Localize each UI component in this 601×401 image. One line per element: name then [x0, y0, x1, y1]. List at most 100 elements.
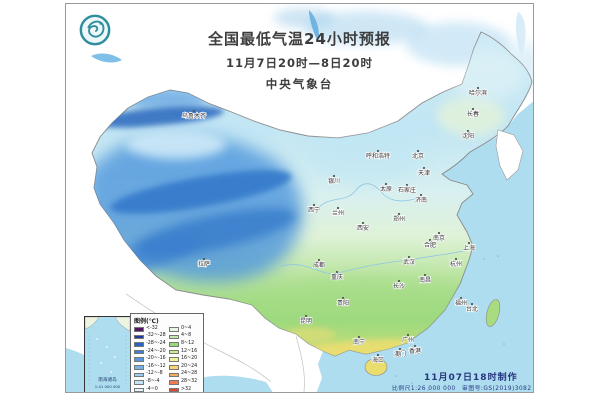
legend-swatch	[134, 342, 144, 347]
city-dot	[202, 257, 206, 261]
legend-swatch	[169, 380, 179, 385]
cma-logo-icon	[79, 14, 111, 46]
city-label: 西安	[357, 224, 369, 232]
legend-range-label: -4~0	[146, 386, 158, 392]
legend-range-label: 20~24	[181, 363, 198, 369]
legend-item: >32	[169, 386, 201, 392]
legend-range-label: 0~4	[181, 325, 192, 331]
legend-swatch	[169, 364, 179, 370]
city-dot	[422, 166, 426, 170]
korea-peninsula	[495, 129, 524, 181]
legend-swatch	[169, 357, 179, 362]
city-dot	[470, 302, 474, 306]
legend-item: <-32	[134, 326, 166, 333]
city-dot	[413, 344, 417, 348]
yangtze-river	[280, 249, 469, 275]
city-label: 济南	[415, 196, 427, 204]
city-dot	[466, 129, 470, 133]
legend-swatch	[169, 327, 179, 332]
city-dot	[471, 107, 475, 111]
city-dot	[341, 296, 345, 300]
city-dot	[419, 193, 423, 197]
taiwan-island	[485, 299, 501, 327]
legend-item: -12~-8	[134, 372, 166, 379]
legend-swatch	[134, 372, 144, 378]
legend-item: 20~24	[169, 364, 201, 371]
legend-swatch	[134, 334, 144, 340]
city-dot	[192, 109, 196, 113]
city-label: 乌鲁木齐	[182, 112, 206, 120]
legend-swatch	[169, 334, 179, 340]
legend-item: -20~-16	[134, 356, 166, 363]
city-label: 香港	[409, 347, 421, 355]
city-label: 兰州	[332, 209, 344, 217]
city-label: 广州	[402, 336, 414, 344]
legend-range-label: -32~-28	[146, 333, 166, 339]
legend-range-label: -20~-16	[146, 356, 166, 362]
legend-item: -8~-4	[134, 379, 166, 386]
city-label: 天津	[418, 170, 430, 177]
city-label: 贵阳	[337, 299, 349, 307]
legend-swatch	[169, 349, 179, 355]
legend-item: 4~8	[169, 334, 201, 341]
legend-range-label: 28~32	[181, 379, 198, 385]
city-dot	[423, 273, 427, 277]
legend-item: -32~-28	[134, 334, 166, 341]
scale-approval-note: 比例尺1:26 000 000 审图号:GS(2019)3082号	[392, 386, 532, 392]
city-label: 呼和浩特	[366, 152, 390, 160]
city-label: 海口	[372, 356, 384, 364]
city-label: 合肥	[424, 241, 436, 249]
city-dot	[459, 296, 463, 300]
city-label: 石家庄	[398, 186, 416, 194]
legend-item: -28~-24	[134, 341, 166, 348]
sea-islets	[395, 255, 505, 391]
legend-range-label: >32	[181, 386, 192, 392]
city-label: 哈尔滨	[469, 89, 487, 97]
legend-item: 24~28	[169, 372, 201, 379]
legend-item: 12~16	[169, 349, 201, 356]
city-label: 武汉	[403, 258, 415, 266]
city-label: 拉萨	[198, 260, 210, 268]
legend-swatch	[134, 349, 144, 355]
map-frame: 乌鲁木齐 哈尔滨 长春 沈阳 呼和浩特 北京 天津 银川 太原 石家庄 济南 西宁 兰州 郑州 西安 南京 合肥…	[65, 3, 534, 393]
legend-item: -24~-20	[134, 349, 166, 356]
city-label: 福州	[455, 299, 467, 307]
city-dot	[397, 212, 401, 216]
city-label: 银川	[328, 177, 340, 185]
city-label: 重庆	[331, 273, 343, 281]
legend-swatch	[134, 387, 144, 392]
legend-item: -4~0	[134, 386, 166, 392]
city-dot	[376, 149, 380, 153]
legend-range-label: 4~8	[181, 333, 192, 339]
legend-swatch	[169, 387, 179, 392]
legend-item: 0~4	[169, 326, 201, 333]
city-dot	[361, 221, 365, 225]
city-label: 长春	[467, 110, 479, 118]
inset-map	[84, 316, 131, 387]
city-label: 西宁	[308, 206, 320, 214]
legend-range-label: -24~-20	[146, 348, 166, 354]
legend-grid: <-32 0~4 -32~-28 4~8 -28~-24 8~12 -24~-20 12~16…	[134, 326, 201, 392]
city-dot	[335, 270, 339, 274]
legend-swatch	[134, 327, 144, 332]
legend-range-label: -12~-8	[146, 371, 163, 377]
city-dot	[357, 335, 361, 339]
legend-range-label: 8~12	[181, 341, 195, 347]
city-label: 昆明	[300, 318, 312, 325]
city-dot	[397, 279, 401, 283]
legend-item: 16~20	[169, 356, 201, 363]
city-label: 沈阳	[462, 132, 474, 140]
city-label: 南宁	[353, 338, 365, 346]
city-label: 澳门	[394, 350, 406, 358]
city-dot	[332, 174, 336, 178]
city-label: 太原	[380, 185, 392, 193]
city-dot	[406, 333, 410, 337]
sea-east	[316, 101, 533, 392]
city-dot	[336, 206, 340, 210]
city-dot	[376, 353, 380, 357]
city-dot	[428, 238, 432, 242]
city-dot	[407, 255, 411, 259]
city-dot	[312, 203, 316, 207]
city-dot	[476, 86, 480, 90]
